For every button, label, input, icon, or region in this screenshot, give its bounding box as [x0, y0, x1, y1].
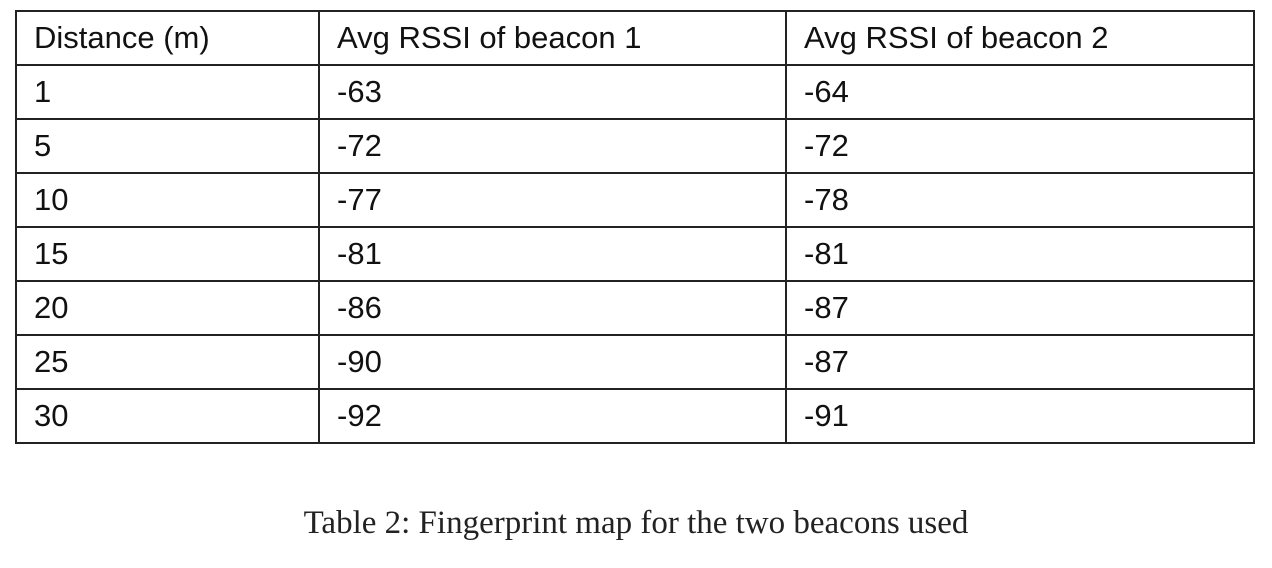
- table-cell: 20: [15, 280, 320, 336]
- table-cell: 30: [15, 388, 320, 444]
- table-cell: -86: [318, 280, 787, 336]
- table-cell: 25: [15, 334, 320, 390]
- table-row: 25 -90 -87: [15, 334, 1255, 390]
- header-cell: Avg RSSI of beacon 2: [785, 10, 1255, 66]
- table-row: 1 -63 -64: [15, 64, 1255, 120]
- table-cell: 15: [15, 226, 320, 282]
- table-row: 20 -86 -87: [15, 280, 1255, 336]
- table-cell: -91: [785, 388, 1255, 444]
- header-row: Distance (m) Avg RSSI of beacon 1 Avg RSSI…: [15, 10, 1255, 66]
- table-cell: 1: [15, 64, 320, 120]
- table-cell: -72: [318, 118, 787, 174]
- header-cell: Avg RSSI of beacon 1: [318, 10, 787, 66]
- table-cell: -64: [785, 64, 1255, 120]
- table-caption: Table 2: Fingerprint map for the two bea…: [303, 505, 969, 541]
- table-row: 5 -72 -72: [15, 118, 1255, 174]
- table-cell: -77: [318, 172, 787, 228]
- data-table: Distance (m) Avg RSSI of beacon 1 Avg RSSI…: [15, 10, 1255, 444]
- table-cell: -87: [785, 334, 1255, 390]
- table-cell: -72: [785, 118, 1255, 174]
- table-row: 15 -81 -81: [15, 226, 1255, 282]
- table-cell: -81: [318, 226, 787, 282]
- table-cell: -81: [785, 226, 1255, 282]
- table-body: Distance (m) Avg RSSI of beacon 1 Avg RSSI…: [15, 10, 1255, 444]
- table-row: 30 -92 -91: [15, 388, 1255, 444]
- table-cell: -63: [318, 64, 787, 120]
- table-cell: -87: [785, 280, 1255, 336]
- table-cell: 10: [15, 172, 320, 228]
- table-cell: -92: [318, 388, 787, 444]
- header-cell: Distance (m): [15, 10, 320, 66]
- table-cell: -90: [318, 334, 787, 390]
- table-row: 10 -77 -78: [15, 172, 1255, 228]
- table-cell: -78: [785, 172, 1255, 228]
- table-cell: 5: [15, 118, 320, 174]
